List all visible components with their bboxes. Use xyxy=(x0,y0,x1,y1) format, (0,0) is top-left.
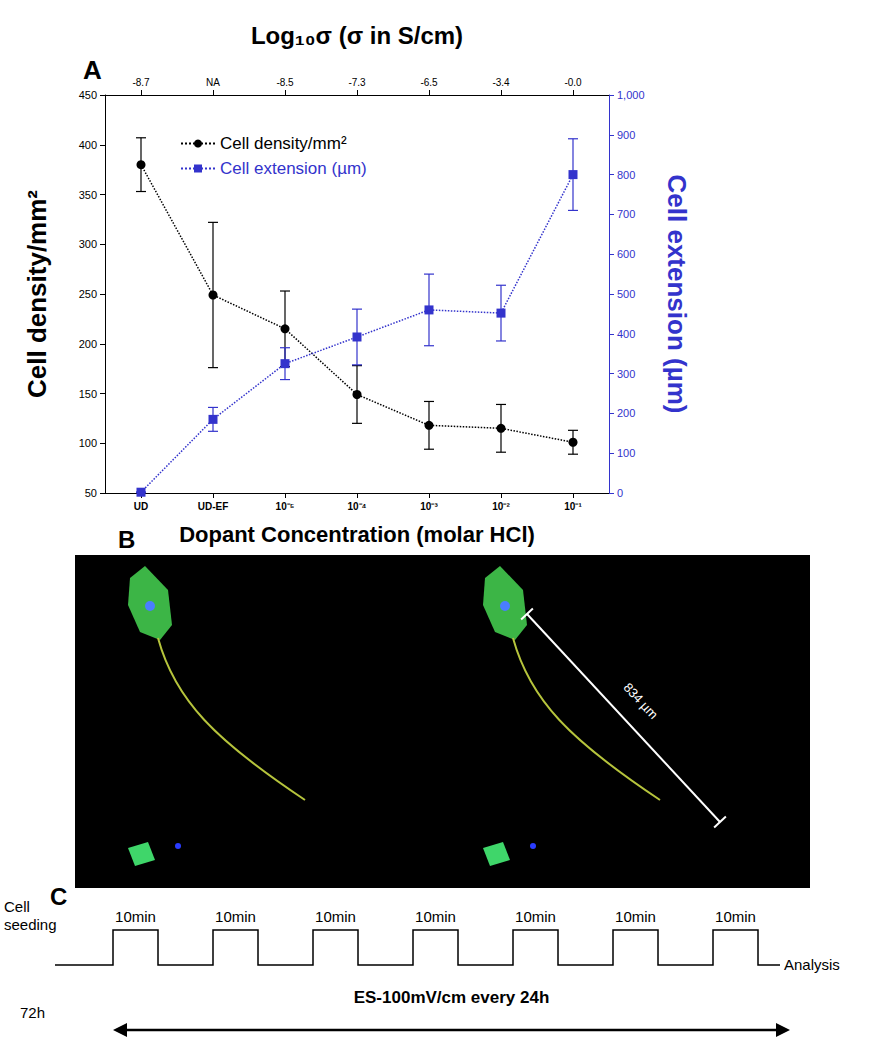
svg-text:600: 600 xyxy=(617,248,635,260)
svg-text:300: 300 xyxy=(617,368,635,380)
svg-text:450: 450 xyxy=(79,89,97,101)
svg-text:10min: 10min xyxy=(115,908,156,925)
svg-text:Cell: Cell xyxy=(4,898,30,915)
svg-text:800: 800 xyxy=(617,169,635,181)
svg-text:700: 700 xyxy=(617,208,635,220)
svg-text:-3.4: -3.4 xyxy=(492,77,510,88)
svg-text:Cell extension (µm): Cell extension (µm) xyxy=(662,175,692,414)
svg-text:C: C xyxy=(50,883,67,910)
svg-text:150: 150 xyxy=(79,388,97,400)
svg-text:500: 500 xyxy=(617,288,635,300)
svg-text:UD: UD xyxy=(134,501,148,512)
svg-text:10⁻³: 10⁻³ xyxy=(420,501,438,512)
svg-text:10⁻²: 10⁻² xyxy=(492,501,510,512)
svg-text:200: 200 xyxy=(617,407,635,419)
svg-text:400: 400 xyxy=(79,139,97,151)
svg-text:250: 250 xyxy=(79,288,97,300)
svg-text:-8.7: -8.7 xyxy=(132,77,150,88)
svg-text:100: 100 xyxy=(79,437,97,449)
svg-text:-6.5: -6.5 xyxy=(420,77,438,88)
svg-text:300: 300 xyxy=(79,238,97,250)
svg-text:10⁻⁵: 10⁻⁵ xyxy=(276,501,295,512)
svg-text:Analysis: Analysis xyxy=(784,956,840,973)
svg-text:-0.0: -0.0 xyxy=(564,77,582,88)
svg-text:seeding: seeding xyxy=(4,916,57,933)
svg-text:10⁻⁴: 10⁻⁴ xyxy=(347,501,366,512)
svg-text:B: B xyxy=(118,526,135,553)
svg-text:10min: 10min xyxy=(615,908,656,925)
svg-text:350: 350 xyxy=(79,189,97,201)
svg-text:10min: 10min xyxy=(215,908,256,925)
svg-text:10min: 10min xyxy=(715,908,756,925)
svg-text:-7.3: -7.3 xyxy=(348,77,366,88)
svg-text:Cell extension (µm): Cell extension (µm) xyxy=(220,159,367,178)
svg-text:NA: NA xyxy=(206,77,220,88)
svg-text:400: 400 xyxy=(617,328,635,340)
svg-text:0: 0 xyxy=(617,487,623,499)
svg-text:Cell density/mm²: Cell density/mm² xyxy=(220,134,347,153)
svg-text:50: 50 xyxy=(85,487,97,499)
svg-text:100: 100 xyxy=(617,447,635,459)
svg-text:Dopant Concentration (molar HC: Dopant Concentration (molar HCl) xyxy=(179,522,535,547)
svg-text:UD-EF: UD-EF xyxy=(198,501,229,512)
svg-text:A: A xyxy=(83,55,102,85)
svg-text:ES-100mV/cm every 24h: ES-100mV/cm every 24h xyxy=(354,988,550,1007)
svg-text:72h: 72h xyxy=(20,1004,45,1021)
svg-text:-8.5: -8.5 xyxy=(276,77,294,88)
svg-text:Log₁₀σ (σ in S/cm): Log₁₀σ (σ in S/cm) xyxy=(251,22,463,49)
svg-text:1,000: 1,000 xyxy=(617,89,645,101)
svg-text:10min: 10min xyxy=(315,908,356,925)
svg-text:10min: 10min xyxy=(415,908,456,925)
svg-text:10⁻¹: 10⁻¹ xyxy=(564,501,582,512)
svg-text:200: 200 xyxy=(79,338,97,350)
svg-text:900: 900 xyxy=(617,129,635,141)
svg-text:10min: 10min xyxy=(515,908,556,925)
svg-text:Cell density/mm²: Cell density/mm² xyxy=(22,190,52,398)
svg-text:834 µm: 834 µm xyxy=(620,680,661,722)
